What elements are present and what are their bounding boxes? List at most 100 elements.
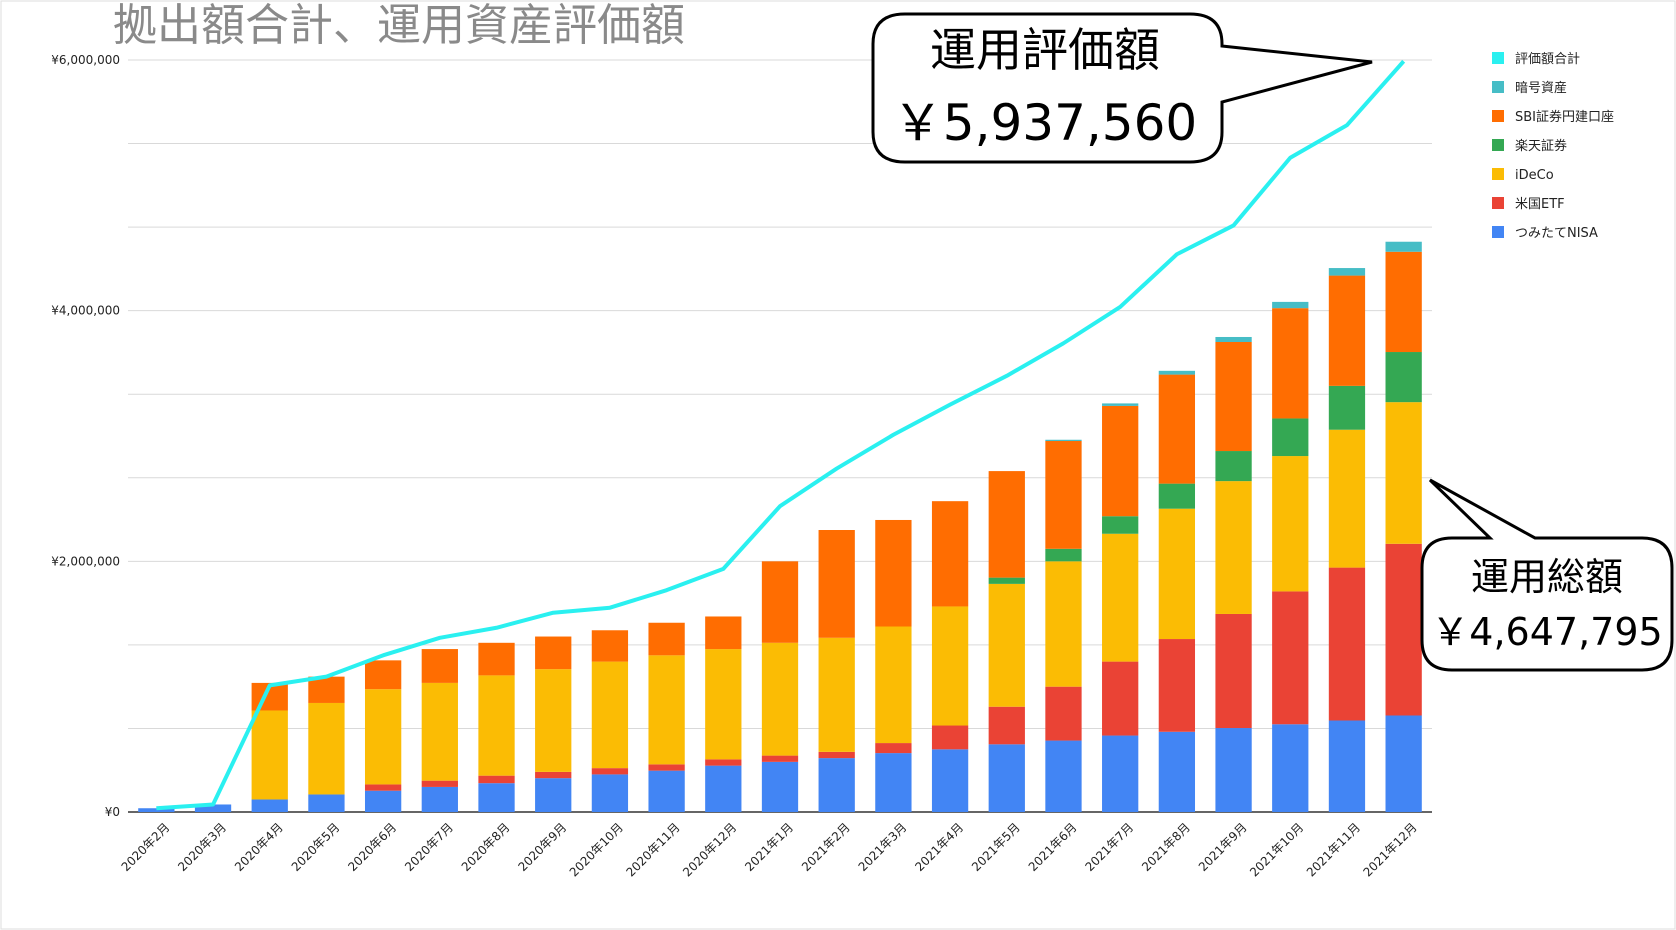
bar-segment xyxy=(931,501,969,607)
legend-swatch xyxy=(1492,139,1504,151)
bar-segment xyxy=(761,755,799,762)
bar-segment xyxy=(1328,275,1366,386)
bar-segment xyxy=(988,471,1025,578)
bar-segment xyxy=(1045,561,1082,687)
bar-segment xyxy=(818,530,855,638)
callout-right-value: ￥4,647,795 xyxy=(1431,610,1662,654)
bar-segment xyxy=(1102,405,1139,517)
bar-segment xyxy=(421,649,458,683)
bar-segment xyxy=(138,808,175,812)
bar-segment xyxy=(194,804,232,812)
bar-segment xyxy=(1215,451,1252,482)
callout-right-title: 運用総額 xyxy=(1471,555,1623,599)
bar-segment xyxy=(421,786,458,812)
bar-segment xyxy=(535,771,572,779)
legend-label: iDeCo xyxy=(1515,168,1554,183)
bar-segment xyxy=(1102,661,1139,736)
bar-segment xyxy=(705,649,742,760)
bar-segment xyxy=(1102,533,1139,662)
y-tick-label: ¥2,000,000 xyxy=(51,554,120,568)
bar-segment xyxy=(1272,456,1309,592)
bar-segment xyxy=(1102,735,1139,812)
bar-segment xyxy=(478,775,515,784)
legend-label: 評価額合計 xyxy=(1515,51,1580,67)
bar-segment xyxy=(364,784,402,791)
bar-segment xyxy=(818,758,855,812)
bar-segment xyxy=(1158,731,1196,812)
bar-segment xyxy=(1328,567,1366,721)
bar-segment xyxy=(478,642,515,676)
bar-segment xyxy=(818,637,855,752)
bar-segment xyxy=(988,583,1025,707)
bar-segment xyxy=(875,626,912,744)
callout-top-value: ￥5,937,560 xyxy=(893,94,1197,152)
bar-segment xyxy=(988,577,1025,584)
y-tick-label: ¥4,000,000 xyxy=(51,304,120,318)
bar-segment xyxy=(535,778,572,812)
bar-segment xyxy=(1158,483,1196,509)
bar-segment xyxy=(648,770,685,812)
bar-segment xyxy=(1328,720,1366,812)
bar-segment xyxy=(705,616,742,650)
bar-segment xyxy=(478,783,515,812)
bar-segment xyxy=(931,606,969,726)
legend-swatch xyxy=(1492,110,1504,122)
legend-label: つみたてNISA xyxy=(1515,226,1598,241)
bar-segment xyxy=(1272,308,1309,419)
bar-segment xyxy=(1215,336,1252,342)
bar-segment xyxy=(931,725,969,750)
y-tick-label: ¥0 xyxy=(105,805,120,819)
bar-segment xyxy=(705,759,742,766)
bar-segment xyxy=(251,799,288,812)
bar-segment xyxy=(705,765,742,812)
bar-segment xyxy=(1102,516,1139,534)
callout-top-title: 運用評価額 xyxy=(930,23,1160,77)
bar-segment xyxy=(1045,439,1082,442)
legend-label: 楽天証券 xyxy=(1515,138,1567,154)
y-tick-label: ¥6,000,000 xyxy=(51,53,120,67)
bar-segment xyxy=(1215,481,1252,614)
bar-segment xyxy=(875,753,912,812)
bar-segment xyxy=(591,774,629,812)
bar-segment xyxy=(364,689,402,785)
bar-segment xyxy=(761,642,799,756)
bar-segment xyxy=(1328,429,1366,568)
bar-segment xyxy=(648,622,685,656)
bar-segment xyxy=(931,749,969,812)
legend-swatch xyxy=(1492,81,1504,93)
bar-segment xyxy=(1272,591,1309,725)
bar-segment xyxy=(1385,241,1422,252)
bar-segment xyxy=(818,751,855,759)
bar-segment xyxy=(478,675,515,776)
bar-segment xyxy=(1215,342,1252,452)
bar-segment xyxy=(1158,508,1196,640)
bar-segment xyxy=(988,744,1025,812)
bar-segment xyxy=(1158,374,1196,484)
bar-segment xyxy=(1328,268,1366,276)
grid xyxy=(128,59,1432,813)
bar-segment xyxy=(591,630,629,662)
bar-segment xyxy=(875,519,912,627)
bar-segment xyxy=(1385,715,1422,812)
legend-label: 暗号資産 xyxy=(1515,80,1567,96)
bar-segment xyxy=(1272,418,1309,457)
bar-segment xyxy=(1215,728,1252,812)
chart-title: 拠出額合計、運用資産評価額 xyxy=(113,0,685,51)
bar-segment xyxy=(1215,613,1252,729)
bar-segment xyxy=(1272,724,1309,812)
bar-segment xyxy=(761,561,799,643)
bar-segment xyxy=(1045,441,1082,549)
bar-segment xyxy=(308,794,345,812)
callout-right: 運用総額 ￥4,647,795 xyxy=(1420,478,1674,672)
bar-segment xyxy=(1385,251,1422,353)
bar-segment xyxy=(591,768,629,775)
bar-segment xyxy=(1385,543,1422,716)
bar-segment xyxy=(988,706,1025,745)
bar-segment xyxy=(308,676,345,703)
bar-segment xyxy=(1385,352,1422,403)
bar-segment xyxy=(535,636,572,670)
bar-segment xyxy=(1158,639,1196,732)
bar-segment xyxy=(421,682,458,781)
